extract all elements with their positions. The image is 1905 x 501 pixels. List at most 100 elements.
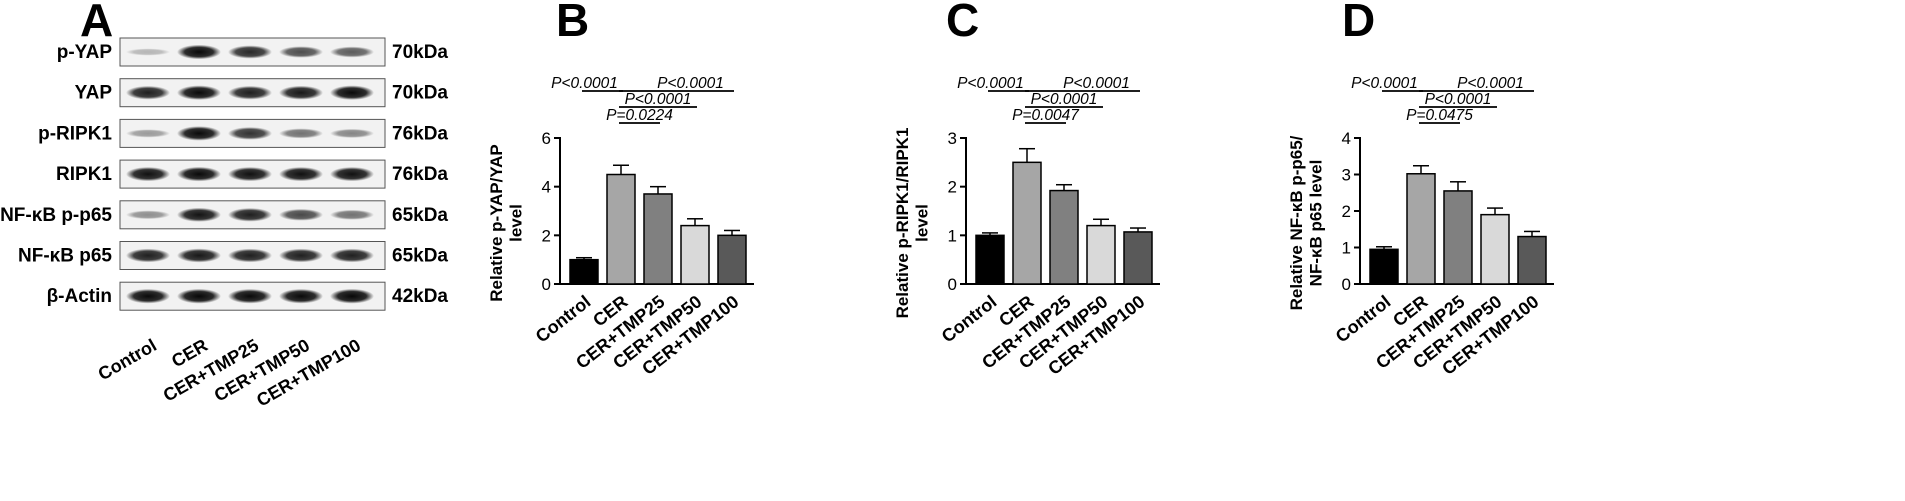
blot-size-label: 65kDa — [392, 246, 448, 267]
blot-protein-label: NF-κB p65 — [18, 246, 112, 267]
blot-band — [228, 249, 272, 263]
y-tick-label: 2 — [948, 178, 957, 197]
y-tick-label: 0 — [542, 275, 551, 294]
y-axis-label-line: NF-κB p65 level — [1307, 160, 1326, 287]
bar-cer-tmp50 — [1481, 215, 1509, 284]
bar-cer-tmp50 — [681, 226, 709, 284]
lane-label: Control — [95, 335, 160, 384]
panel-letter-b: B — [556, 0, 589, 46]
blot-band — [279, 167, 323, 181]
blot-size-label: 76kDa — [392, 164, 448, 185]
bar-cer-tmp100 — [1518, 237, 1546, 284]
blot-size-label: 70kDa — [392, 83, 448, 104]
blot-band — [228, 208, 272, 222]
p-value-label: P<0.0001 — [1425, 91, 1492, 108]
y-axis-label-line: Relative p-RIPK1/RIPK1 — [893, 128, 912, 319]
p-value-label: P<0.0001 — [957, 75, 1024, 92]
y-axis-label: Relative NF-κB p-p65/NF-κB p65 level — [1287, 135, 1326, 310]
blot-band — [228, 45, 272, 58]
blot-band — [330, 85, 374, 100]
blot-band — [228, 289, 272, 304]
category-label: Control — [938, 291, 1001, 346]
blot-band — [330, 249, 374, 263]
p-value-label: P<0.0001 — [1063, 75, 1130, 92]
y-tick-label: 1 — [1342, 239, 1351, 258]
p-value-label: P<0.0001 — [1351, 75, 1418, 92]
blot-band — [126, 167, 170, 181]
blot-band — [177, 126, 221, 141]
blot-band — [126, 289, 170, 304]
blot-band — [279, 209, 323, 221]
bar-control — [976, 235, 1004, 284]
y-tick-label: 0 — [948, 275, 957, 294]
blot-band — [177, 289, 221, 304]
blot-band — [330, 289, 374, 304]
blot-protein-label: p-YAP — [57, 42, 113, 63]
bar-cer — [1407, 174, 1435, 284]
blot-protein-label: RIPK1 — [56, 164, 112, 185]
blot-protein-label: β-Actin — [47, 286, 112, 307]
y-tick-label: 4 — [1342, 129, 1351, 148]
blot-protein-label: NF-κB p-p65 — [0, 205, 112, 226]
y-tick-label: 0 — [1342, 275, 1351, 294]
blot-protein-label: p-RIPK1 — [38, 123, 112, 144]
bar-cer-tmp25 — [644, 194, 672, 284]
bar-cer-tmp100 — [1124, 232, 1152, 284]
y-axis-label-line: Relative NF-κB p-p65/ — [1287, 135, 1306, 310]
y-axis-label-line: Relative p-YAP/YAP — [487, 144, 506, 301]
blot-band — [126, 249, 170, 263]
blot-band — [330, 210, 374, 220]
blot-protein-label: YAP — [75, 83, 113, 104]
bar-cer — [1013, 162, 1041, 284]
blot-band — [126, 48, 170, 55]
category-label: Control — [1332, 291, 1395, 346]
western-blot-panel: A p-YAP 70kDa YAP 70kDa p-RIPK1 76kDa RIPK1 76k… — [0, 0, 448, 411]
blot-band — [177, 167, 221, 182]
blot-band — [279, 289, 323, 304]
blot-band — [279, 46, 323, 58]
p-value-label: P<0.0001 — [1457, 75, 1524, 92]
blot-band — [126, 129, 170, 137]
y-axis-label-line: level — [913, 204, 932, 242]
y-tick-label: 2 — [542, 226, 551, 245]
blot-band — [228, 86, 272, 100]
y-tick-label: 4 — [542, 178, 551, 197]
y-tick-label: 3 — [1342, 166, 1351, 185]
bar-cer-tmp50 — [1087, 226, 1115, 284]
panel-letter-d: D — [1342, 0, 1375, 46]
blot-band — [177, 249, 221, 263]
p-value-label: P=0.0475 — [1406, 107, 1473, 124]
blot-band — [330, 167, 374, 181]
y-tick-label: 3 — [948, 129, 957, 148]
panel-letter-a: A — [80, 0, 113, 46]
p-value-label: P<0.0001 — [551, 75, 618, 92]
category-label: Control — [532, 291, 595, 346]
p-value-label: P=0.0047 — [1012, 107, 1080, 124]
bar-cer-tmp25 — [1444, 191, 1472, 284]
blot-band — [177, 208, 221, 222]
blot-size-label: 65kDa — [392, 205, 448, 226]
blot-band — [126, 86, 170, 100]
blot-band — [177, 45, 221, 60]
blot-band — [228, 167, 272, 181]
p-value-label: P=0.0224 — [606, 107, 673, 124]
y-tick-label: 1 — [948, 226, 957, 245]
y-axis-label-line: level — [507, 204, 526, 242]
blot-band — [126, 210, 170, 219]
bar-cer — [607, 175, 635, 285]
figure: A p-YAP 70kDa YAP 70kDa p-RIPK1 76kDa RIPK1 76k… — [0, 0, 1905, 501]
blot-band — [279, 249, 323, 263]
y-axis-label: Relative p-YAP/YAPlevel — [487, 144, 526, 301]
blot-band — [177, 85, 221, 100]
blot-size-label: 42kDa — [392, 286, 448, 307]
blot-size-label: 76kDa — [392, 123, 448, 144]
bar-control — [1370, 249, 1398, 284]
bar-cer-tmp100 — [718, 235, 746, 284]
blot-band — [228, 127, 272, 140]
blot-size-label: 70kDa — [392, 42, 448, 63]
y-tick-label: 2 — [1342, 202, 1351, 221]
panel-letter-c: C — [946, 0, 979, 46]
blot-band — [330, 47, 374, 58]
